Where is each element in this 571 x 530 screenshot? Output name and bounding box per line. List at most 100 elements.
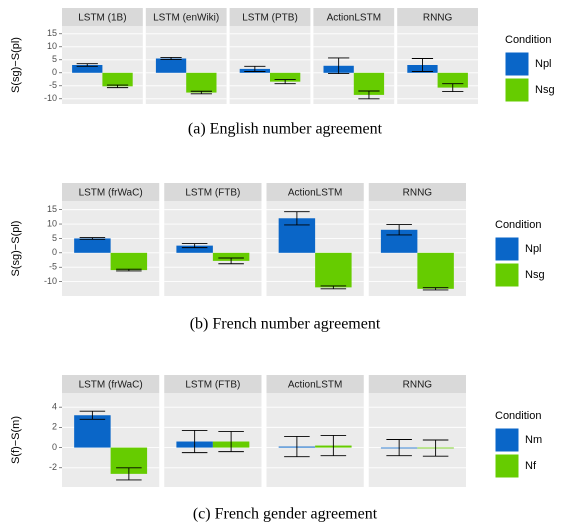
y-tick-label: 2 (52, 422, 57, 432)
legend-key (494, 427, 520, 453)
y-axis-label: S(f)−S(m) (10, 416, 22, 464)
caption: (c) French gender agreement (193, 506, 378, 523)
bar (417, 252, 454, 289)
strip-label: LSTM (1B) (78, 13, 126, 24)
panel-background (229, 26, 311, 104)
error-bar (181, 429, 208, 454)
bar (74, 238, 111, 253)
y-tick-label: 0 (52, 67, 57, 77)
strip-label: LSTM (frWaC) (79, 380, 143, 391)
bar (176, 245, 213, 253)
bar (270, 72, 301, 82)
bar (212, 252, 250, 261)
bar (315, 252, 352, 288)
error-bar (328, 57, 350, 75)
y-tick-label: 5 (52, 54, 57, 64)
error-bar (218, 430, 244, 453)
error-bar (190, 90, 212, 95)
error-bar (411, 58, 434, 72)
legend-label: Nsg (535, 84, 555, 96)
y-tick-label: -10 (44, 276, 57, 286)
panel-background (164, 393, 262, 487)
bar (155, 58, 187, 73)
error-bar (79, 237, 106, 240)
panel-background (266, 393, 364, 487)
error-bar (284, 211, 310, 226)
caption: (a) English number agreement (188, 121, 383, 138)
legend-label: Npl (535, 58, 552, 70)
error-bar (244, 65, 266, 72)
y-tick-label: -5 (49, 262, 57, 272)
error-bar (386, 224, 412, 236)
caption: (b) French number agreement (190, 316, 381, 333)
strip-background (62, 8, 143, 26)
legend-key (494, 453, 520, 479)
legend-title: Condition (495, 219, 541, 231)
strip-label: LSTM (FTB) (185, 380, 240, 391)
strip-label: RNNG (403, 380, 433, 391)
strip-label: LSTM (frWaC) (79, 188, 143, 199)
strip-background (164, 375, 262, 393)
strip-label: ActionLSTM (288, 188, 342, 199)
strip-background (397, 8, 478, 26)
y-tick-label: 0 (52, 442, 57, 452)
strip-label: ActionLSTM (288, 380, 342, 391)
legend-key (494, 236, 520, 262)
strip-background (145, 8, 227, 26)
strip-label: RNNG (403, 188, 433, 199)
y-tick-label: 5 (52, 233, 57, 243)
error-bar (422, 287, 449, 291)
error-bar (320, 435, 347, 457)
error-bar (218, 257, 244, 265)
strip-background (266, 183, 364, 201)
error-bar (106, 84, 129, 89)
legend-label: Nm (525, 434, 542, 446)
error-bar (358, 90, 380, 100)
strip-label: RNNG (423, 13, 453, 24)
y-tick-label: -2 (49, 462, 57, 472)
bar (110, 252, 148, 271)
bar (72, 65, 103, 73)
strip-background (368, 183, 466, 201)
legend-label: Nf (525, 460, 537, 472)
strip-background (62, 375, 160, 393)
y-axis-label: S(sg)−S(pl) (10, 37, 22, 93)
error-bar (442, 83, 464, 92)
bar (186, 72, 217, 93)
error-bar (422, 439, 449, 457)
bar (74, 415, 111, 448)
legend-key (504, 77, 530, 103)
error-bar (386, 439, 412, 457)
strip-background (313, 8, 395, 26)
legend-key (504, 51, 530, 77)
legend-key (494, 262, 520, 288)
strip-background (62, 183, 160, 201)
y-tick-label: 10 (47, 41, 57, 51)
error-bar (181, 243, 208, 249)
y-tick-label: -5 (49, 80, 57, 90)
strip-label: LSTM (FTB) (185, 188, 240, 199)
strip-background (368, 375, 466, 393)
error-bar (79, 410, 106, 420)
legend-label: Nsg (525, 269, 545, 281)
error-bar (76, 63, 98, 67)
error-bar (284, 436, 310, 458)
strip-background (266, 375, 364, 393)
strip-label: LSTM (PTB) (242, 13, 298, 24)
strip-background (164, 183, 262, 201)
y-tick-label: 15 (47, 204, 57, 214)
bar (102, 72, 133, 87)
legend-label: Npl (525, 243, 542, 255)
bar (380, 229, 418, 253)
error-bar (116, 467, 142, 481)
strip-label: ActionLSTM (327, 13, 381, 24)
y-tick-label: -10 (44, 93, 57, 103)
y-tick-label: 10 (47, 218, 57, 228)
error-bar (160, 57, 182, 60)
y-tick-label: 0 (52, 247, 57, 257)
error-bar (320, 285, 347, 290)
strip-label: LSTM (enWiki) (153, 13, 219, 24)
panel-background (368, 393, 466, 487)
legend-title: Condition (495, 410, 541, 422)
